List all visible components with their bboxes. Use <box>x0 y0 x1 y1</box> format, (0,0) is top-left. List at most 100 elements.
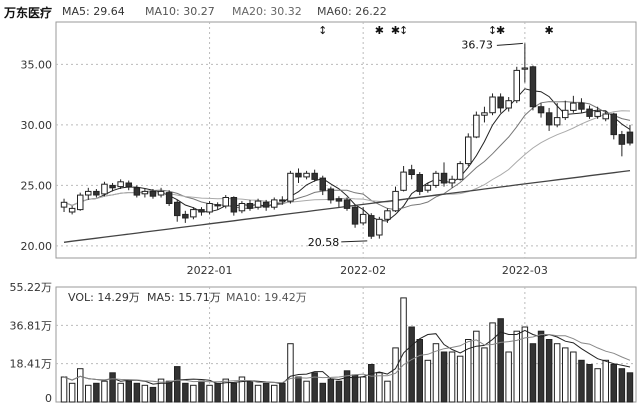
volume-bar <box>157 378 165 403</box>
candle <box>424 184 432 191</box>
candle <box>190 209 197 218</box>
chart-grid <box>55 21 637 403</box>
candle <box>303 172 310 178</box>
candle <box>594 111 601 117</box>
volume-bar <box>578 359 585 403</box>
low-annotation: 20.58 <box>308 236 340 249</box>
event-marker: ✱ <box>375 24 384 37</box>
price-tick-label: 20.00 <box>21 240 53 253</box>
candle <box>141 190 149 195</box>
candle <box>157 190 165 196</box>
volume-bar <box>238 376 246 403</box>
candle <box>440 172 448 184</box>
candle <box>60 201 68 208</box>
candle <box>351 206 359 225</box>
volume-bar <box>586 364 593 403</box>
volume-bar <box>537 330 545 403</box>
candle <box>287 172 294 202</box>
volume-bar <box>271 384 278 403</box>
price-tick-label: 25.00 <box>21 179 53 192</box>
volume-bar <box>456 355 464 403</box>
candle <box>182 213 189 219</box>
volume-bar <box>505 351 512 403</box>
volume-bar <box>400 297 407 403</box>
volume-bar <box>448 351 456 403</box>
volume-bar <box>230 382 238 403</box>
volume-bar <box>570 351 577 403</box>
candle <box>214 204 221 207</box>
candle <box>327 188 335 201</box>
candle <box>68 207 76 213</box>
volume-bar <box>392 347 399 403</box>
volume-bar <box>125 380 132 403</box>
volume-bar <box>424 359 432 403</box>
ma5-readout: MA5: 29.64 <box>62 5 125 18</box>
volume-bar <box>432 343 440 403</box>
candle <box>109 184 116 189</box>
candle <box>230 197 238 213</box>
volume-bar <box>440 351 448 403</box>
volume-bar <box>262 382 270 403</box>
candle <box>376 218 383 236</box>
volume-bar <box>602 359 609 403</box>
event-marker: ↕ <box>318 24 327 37</box>
stock-name: 万东医疗 <box>4 6 53 20</box>
volume-bar <box>85 384 92 403</box>
volume-bar <box>246 380 254 403</box>
candle <box>465 136 472 165</box>
candle <box>408 169 415 175</box>
volume-bar <box>618 368 626 403</box>
volume-bar <box>351 374 359 403</box>
candle <box>101 183 108 195</box>
candle <box>254 200 262 208</box>
volume-bar <box>174 366 181 403</box>
candle <box>271 199 278 208</box>
ma10-readout: MA10: 30.27 <box>145 5 215 18</box>
candle <box>279 199 286 202</box>
volume-bar <box>206 384 213 403</box>
event-marker: ✱ <box>545 24 554 37</box>
candle <box>529 66 537 108</box>
candle <box>125 182 132 188</box>
price-panel <box>60 43 634 243</box>
volume-bar <box>254 384 262 403</box>
vol-readout: VOL: 14.29万 <box>68 291 140 304</box>
candle <box>626 131 634 144</box>
volume-bar <box>303 380 310 403</box>
candle <box>545 112 553 126</box>
volume-bar <box>311 372 318 403</box>
high-pointer <box>496 42 523 46</box>
price-tick-label: 30.00 <box>21 119 53 132</box>
candle <box>505 100 512 109</box>
volume-bar <box>319 382 326 403</box>
volume-bar <box>416 339 423 403</box>
volume-bar <box>368 364 375 403</box>
volume-ma10-line <box>63 334 631 384</box>
candle <box>562 109 569 119</box>
volume-bar <box>60 376 68 403</box>
axis-labels: 35.00 30.00 25.00 20.00 55.22万 36.81万 18.41万 0 2… <box>10 58 548 405</box>
candle <box>359 213 367 224</box>
candle <box>570 102 577 111</box>
candle <box>432 172 440 186</box>
volume-bar <box>359 376 367 403</box>
candle <box>537 106 545 114</box>
candle <box>602 113 609 120</box>
candle <box>416 174 423 192</box>
volume-bar <box>626 372 634 403</box>
volume-bar <box>77 368 84 403</box>
candle <box>448 178 456 184</box>
volume-ma5-line <box>63 329 631 385</box>
candle <box>295 172 302 178</box>
volume-bar <box>376 372 383 403</box>
candle <box>133 187 141 196</box>
candle <box>392 190 399 212</box>
event-marker: ↕ <box>488 24 497 37</box>
candle <box>513 69 520 102</box>
volume-bar <box>214 382 221 403</box>
volume-bar <box>408 326 415 403</box>
volume-bar <box>489 322 496 403</box>
x-tick-label: 2022-03 <box>502 264 548 277</box>
